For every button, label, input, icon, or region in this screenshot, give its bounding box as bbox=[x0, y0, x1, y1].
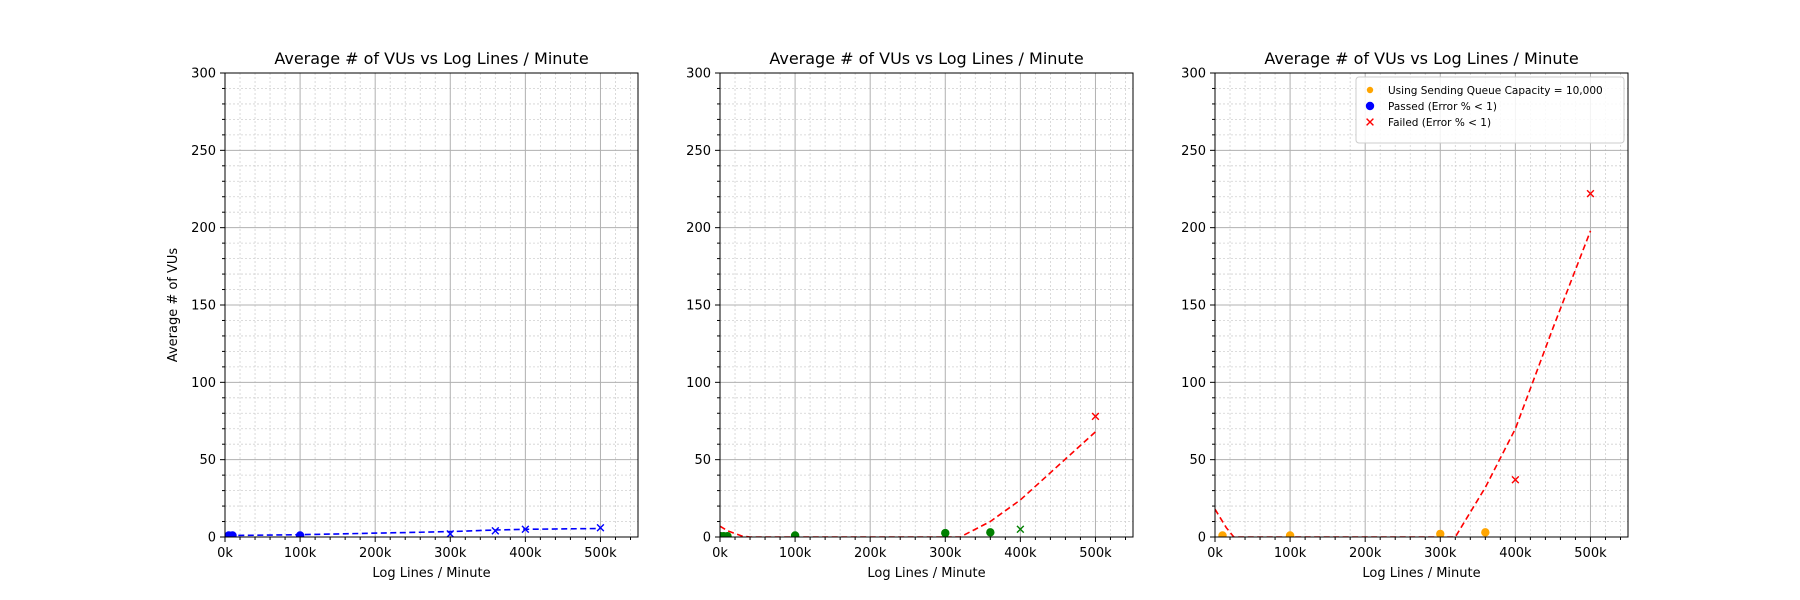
data-layer bbox=[720, 412, 1100, 537]
x-tick-label: 100k bbox=[284, 546, 317, 561]
x-axis-label: Log Lines / Minute bbox=[1362, 566, 1480, 581]
major-grid bbox=[224, 72, 638, 538]
y-tick-label: 0 bbox=[703, 531, 711, 546]
circle-point bbox=[790, 531, 800, 537]
y-tick-label: 100 bbox=[1181, 376, 1206, 391]
x-axis-label: Log Lines / Minute bbox=[372, 566, 490, 581]
x-tick-label: 300k bbox=[1424, 546, 1457, 561]
y-tick-label: 300 bbox=[191, 67, 216, 82]
x-tick-label: 100k bbox=[1274, 546, 1307, 561]
y-tick-label: 250 bbox=[191, 144, 216, 159]
ticks: 0k 100k 200k 300k 400k 500k 0 50 100 150 200 250 300 bbox=[686, 67, 1126, 561]
x-axis-label: Log Lines / Minute bbox=[867, 566, 985, 581]
ticks: 0k 100k 200k 300k 400k 500k 0 50 100 150 200 250 300 bbox=[191, 67, 631, 561]
y-tick-label: 50 bbox=[199, 453, 216, 468]
circle-point bbox=[1436, 529, 1445, 537]
plot-title: Average # of VUs vs Log Lines / Minute bbox=[769, 49, 1083, 68]
x-tick-label: 200k bbox=[359, 546, 392, 561]
y-tick-label: 250 bbox=[686, 144, 711, 159]
cross-point bbox=[1016, 525, 1025, 534]
x-tick-label: 500k bbox=[1574, 546, 1607, 561]
x-tick-label: 500k bbox=[1079, 546, 1112, 561]
series-line bbox=[228, 527, 601, 537]
circle-point bbox=[723, 532, 732, 537]
x-tick-label: 500k bbox=[584, 546, 617, 561]
plot-title: Average # of VUs vs Log Lines / Minute bbox=[1264, 49, 1578, 68]
series-line bbox=[1215, 230, 1592, 537]
y-tick-label: 100 bbox=[191, 376, 216, 391]
y-axis-label: Average # of VUs bbox=[166, 248, 181, 363]
cross-point bbox=[521, 525, 530, 534]
x-tick-label: 0k bbox=[712, 546, 728, 561]
legend: Using Sending Queue Capacity = 10,000 Pas… bbox=[1355, 76, 1625, 144]
circle-point bbox=[1481, 528, 1490, 537]
y-tick-label: 200 bbox=[191, 221, 216, 236]
major-grid bbox=[719, 72, 1133, 538]
y-tick-label: 100 bbox=[686, 376, 711, 391]
y-tick-label: 0 bbox=[1198, 531, 1206, 546]
cross-point bbox=[1586, 189, 1595, 198]
y-tick-label: 150 bbox=[1181, 299, 1206, 314]
legend-label: Passed (Error % < 1) bbox=[1388, 101, 1497, 113]
circle-point bbox=[1218, 531, 1227, 537]
x-tick-label: 300k bbox=[929, 546, 962, 561]
y-tick-label: 300 bbox=[686, 67, 711, 82]
circle-point bbox=[1285, 531, 1295, 537]
legend-marker bbox=[1366, 118, 1374, 126]
legend-box bbox=[1355, 76, 1625, 144]
x-tick-label: 200k bbox=[854, 546, 887, 561]
ticks: 0k 100k 200k 300k 400k 500k 0 50 100 150 200 250 300 bbox=[1181, 67, 1621, 561]
x-tick-label: 400k bbox=[1499, 546, 1532, 561]
circle-point bbox=[941, 528, 950, 537]
y-tick-label: 0 bbox=[208, 531, 216, 546]
x-tick-label: 400k bbox=[1004, 546, 1037, 561]
y-tick-label: 150 bbox=[686, 299, 711, 314]
legend-marker bbox=[1365, 101, 1375, 111]
circle-point bbox=[228, 531, 237, 537]
x-tick-label: 100k bbox=[779, 546, 812, 561]
cross-point bbox=[596, 523, 605, 532]
chart-panel-1: 0k 100k 200k 300k 400k 500k 0 50 100 150 200 250 300… bbox=[166, 49, 639, 581]
cross-point bbox=[1511, 475, 1520, 484]
y-tick-label: 200 bbox=[1181, 221, 1206, 236]
legend-label: Failed (Error % < 1) bbox=[1388, 117, 1491, 129]
y-tick-label: 50 bbox=[694, 453, 711, 468]
data-layer bbox=[1215, 189, 1595, 537]
y-tick-label: 150 bbox=[191, 299, 216, 314]
cross-point bbox=[1091, 412, 1100, 421]
circle-point bbox=[295, 531, 305, 537]
x-tick-label: 0k bbox=[1207, 546, 1223, 561]
legend-label: Using Sending Queue Capacity = 10,000 bbox=[1388, 85, 1603, 97]
x-tick-label: 200k bbox=[1349, 546, 1382, 561]
data-layer bbox=[225, 523, 605, 537]
plot-title: Average # of VUs vs Log Lines / Minute bbox=[274, 49, 588, 68]
y-tick-label: 200 bbox=[686, 221, 711, 236]
chart-panel-2: 0k 100k 200k 300k 400k 500k 0 50 100 150 200 250 300… bbox=[686, 49, 1134, 581]
x-tick-label: 300k bbox=[434, 546, 467, 561]
cross-point bbox=[446, 530, 455, 537]
chart-panel-3: 0k 100k 200k 300k 400k 500k 0 50 100 150 200 250 300… bbox=[1181, 49, 1629, 581]
x-tick-label: 0k bbox=[217, 546, 233, 561]
y-tick-label: 250 bbox=[1181, 144, 1206, 159]
cross-point bbox=[491, 526, 500, 535]
y-tick-label: 50 bbox=[1189, 453, 1206, 468]
legend-marker bbox=[1366, 86, 1374, 94]
y-tick-label: 300 bbox=[1181, 67, 1206, 82]
circle-point bbox=[986, 528, 995, 537]
series-line bbox=[720, 431, 1097, 537]
x-tick-label: 400k bbox=[509, 546, 542, 561]
